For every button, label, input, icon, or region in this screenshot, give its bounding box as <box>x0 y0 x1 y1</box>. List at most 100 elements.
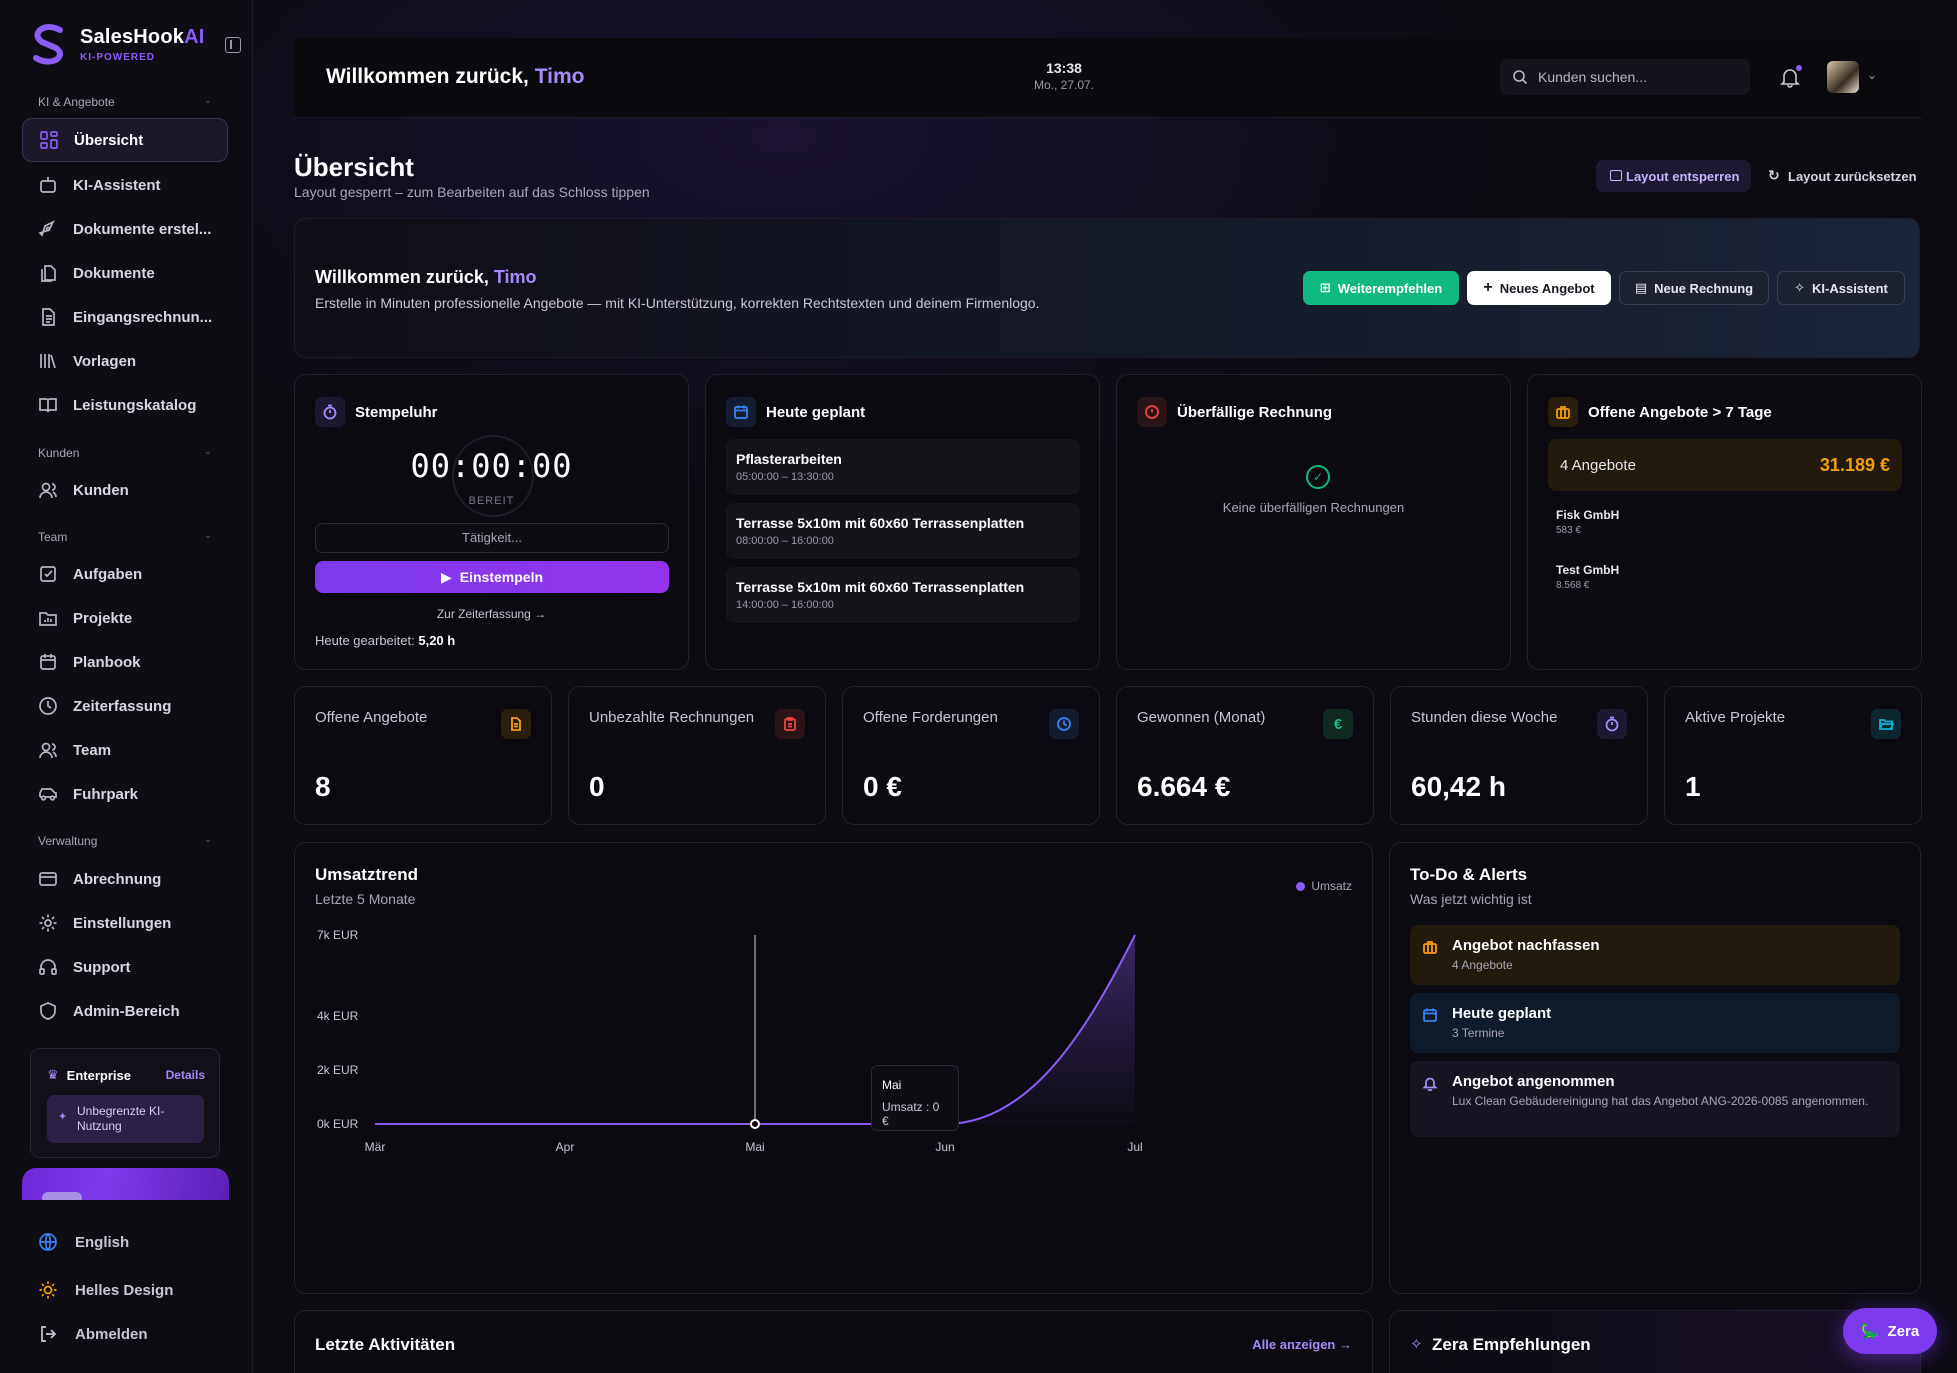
kpi-aktive-projekte[interactable]: Aktive Projekte 1 <box>1664 686 1922 825</box>
sidebar-item-label: Kunden <box>73 481 129 499</box>
reset-layout-button[interactable]: Layout zurücksetzen <box>1766 160 1929 192</box>
enterprise-plan-card: ♛Enterprise Details Unbegrenzte KI-Nutzu… <box>30 1048 220 1158</box>
revenue-area-chart[interactable]: 0k EUR 2k EUR 4k EUR 7k EUR Mär Apr Mai Jun Jul <box>295 843 1374 1295</box>
kpi-offene-angebote[interactable]: Offene Angebote 8 <box>294 686 552 825</box>
timer-status: BEREIT <box>468 495 515 507</box>
sidebar-item-dokumente[interactable]: Dokumente <box>22 251 228 295</box>
activities-title: Letzte Aktivitäten <box>315 1335 456 1354</box>
topbar: Willkommen zurück, Timo 13:38 Mo., 27.07… <box>294 38 1922 118</box>
list-item[interactable]: Test GmbH 8.568 € <box>1556 563 1620 591</box>
document-icon <box>501 709 531 739</box>
sidebar-item-einstellungen[interactable]: Einstellungen <box>22 901 228 945</box>
dino-icon: 🦕 <box>1860 1323 1880 1340</box>
book-icon <box>38 395 58 415</box>
sidebar-item-projekte[interactable]: Projekte <box>22 596 228 640</box>
sparkle-icon: ✧ <box>1794 280 1806 295</box>
page-title: Übersicht <box>294 152 414 182</box>
clock-in-button[interactable]: ▶ Einstempeln <box>315 561 669 593</box>
new-invoice-button[interactable]: ▤ Neue Rechnung <box>1619 271 1769 305</box>
offers-summary[interactable]: 4 Angebote 31.189 € <box>1548 439 1902 491</box>
check-circle-icon: ✓ <box>1306 465 1330 489</box>
brand-name: SalesHookAI <box>80 25 205 48</box>
todo-item-angebot-angenommen[interactable]: Angebot angenommen Lux Clean Gebäudereini… <box>1410 1061 1900 1137</box>
sidebar-item-kunden[interactable]: Kunden <box>22 468 228 512</box>
sidebar-collapse-icon[interactable] <box>225 37 241 53</box>
ki-assistant-button[interactable]: ✧ KI-Assistent <box>1777 271 1905 305</box>
card-icon <box>38 869 58 889</box>
sidebar-item-eingangsrechnungen[interactable]: Eingangsrechnun... <box>22 295 228 339</box>
section-verwaltung[interactable]: Verwaltung ⌄ <box>38 834 212 848</box>
offene-angebote-alt-card: Offene Angebote > 7 Tage 4 Angebote 31.18… <box>1527 374 1922 670</box>
sidebar-item-support[interactable]: Support <box>22 945 228 989</box>
sidebar-item-label: Vorlagen <box>73 352 137 370</box>
chevron-down-icon[interactable]: ⌄ <box>1867 68 1878 82</box>
heute-geplant-card: Heute geplant Pflasterarbeiten 05:00:00 –… <box>705 374 1100 670</box>
section-team[interactable]: Team ⌄ <box>38 530 212 544</box>
card-header: Offene Angebote > 7 Tage <box>1548 397 1772 427</box>
recommend-button[interactable]: ⊞ Weiterempfehlen <box>1303 271 1459 305</box>
crown-icon: ♛ <box>47 1067 59 1082</box>
sidebar-item-aufgaben[interactable]: Aufgaben <box>22 552 228 596</box>
todo-item-heute-geplant[interactable]: Heute geplant 3 Termine <box>1410 993 1900 1053</box>
sidebar-item-label: Übersicht <box>74 131 144 149</box>
sidebar-item-dokumente-erstellen[interactable]: Dokumente erstel... <box>22 207 228 251</box>
document-icon: ▤ <box>1634 280 1648 295</box>
show-all-link[interactable]: Alle anzeigen → <box>1252 1337 1352 1352</box>
logout-button[interactable]: Abmelden <box>38 1324 148 1344</box>
zera-chat-button[interactable]: 🦕 Zera <box>1843 1308 1937 1354</box>
enterprise-details-link[interactable]: Details <box>165 1068 205 1082</box>
hover-point <box>750 1119 760 1129</box>
sidebar-item-uebersicht[interactable]: Übersicht <box>22 118 228 162</box>
theme-toggle[interactable]: Helles Design <box>38 1280 173 1300</box>
files-icon <box>38 263 58 283</box>
sidebar-item-team[interactable]: Team <box>22 728 228 772</box>
sidebar-item-ki-assistent[interactable]: KI-Assistent <box>22 163 228 207</box>
sidebar-item-admin-bereich[interactable]: Admin-Bereich <box>22 989 228 1033</box>
play-icon: ▶ <box>440 568 452 585</box>
section-kunden[interactable]: Kunden ⌄ <box>38 446 212 460</box>
pen-tool-icon <box>38 219 58 239</box>
sidebar-item-planbook[interactable]: Planbook <box>22 640 228 684</box>
y-tick-label: 0k EUR <box>317 1117 359 1131</box>
receipt-icon <box>38 307 58 327</box>
hero-text: Erstelle in Minuten professionelle Angeb… <box>315 295 1040 311</box>
list-item[interactable]: Terrasse 5x10m mit 60x60 Terrassenplatte… <box>726 567 1080 623</box>
section-ki-angebote[interactable]: KI & Angebote ⌄ <box>38 95 212 109</box>
sidebar-item-fuhrpark[interactable]: Fuhrpark <box>22 772 228 816</box>
sidebar-item-leistungskatalog[interactable]: Leistungskatalog <box>22 383 228 427</box>
chart-legend[interactable]: Umsatz <box>1296 879 1352 893</box>
library-icon <box>38 351 58 371</box>
sidebar-item-abrechnung[interactable]: Abrechnung <box>22 857 228 901</box>
activity-input[interactable]: Tätigkeit... <box>315 523 669 553</box>
zera-reco-title: Zera Empfehlungen <box>1432 1335 1591 1354</box>
time-tracking-link[interactable]: Zur Zeiterfassung → <box>436 607 547 621</box>
customer-search[interactable] <box>1500 59 1750 95</box>
sidebar-item-label: Support <box>73 958 131 976</box>
bell-icon[interactable] <box>1779 66 1801 88</box>
sidebar-item-zeiterfassung[interactable]: Zeiterfassung <box>22 684 228 728</box>
language-switch[interactable]: English <box>38 1232 129 1252</box>
todo-item-follow-up[interactable]: Angebot nachfassen 4 Angebote <box>1410 925 1900 985</box>
list-item[interactable]: Fisk GmbH 583 € <box>1556 508 1620 536</box>
sidebar-item-label: Team <box>73 741 112 759</box>
search-input[interactable] <box>1538 69 1738 85</box>
team-icon <box>38 740 58 760</box>
kpi-stunden-woche[interactable]: Stunden diese Woche 60,42 h <box>1390 686 1648 825</box>
alert-circle-icon <box>1137 397 1167 427</box>
empty-state: Keine überfälligen Rechnungen <box>1222 500 1405 515</box>
new-offer-button[interactable]: + Neues Angebot <box>1467 271 1611 305</box>
kpi-unbezahlte-rechnungen[interactable]: Unbezahlte Rechnungen 0 <box>568 686 826 825</box>
unlock-layout-button[interactable]: Layout entsperren <box>1596 160 1752 192</box>
sidebar-item-vorlagen[interactable]: Vorlagen <box>22 339 228 383</box>
list-item[interactable]: Terrasse 5x10m mit 60x60 Terrassenplatte… <box>726 503 1080 559</box>
card-header: Stempeluhr <box>315 397 438 427</box>
kpi-offene-forderungen[interactable]: Offene Forderungen 0 € <box>842 686 1100 825</box>
avatar[interactable] <box>1827 61 1859 93</box>
folder-open-icon <box>1871 709 1901 739</box>
list-item[interactable]: Pflasterarbeiten 05:00:00 – 13:30:00 <box>726 439 1080 495</box>
promo-banner[interactable] <box>22 1168 229 1200</box>
worked-today: Heute gearbeitet: 5,20 h <box>315 633 456 648</box>
brand-logo[interactable]: SalesHookAI KI-POWERED <box>30 22 204 66</box>
kpi-gewonnen-monat[interactable]: Gewonnen (Monat) € 6.664 € <box>1116 686 1374 825</box>
sidebar-item-label: Zeiterfassung <box>73 697 172 715</box>
